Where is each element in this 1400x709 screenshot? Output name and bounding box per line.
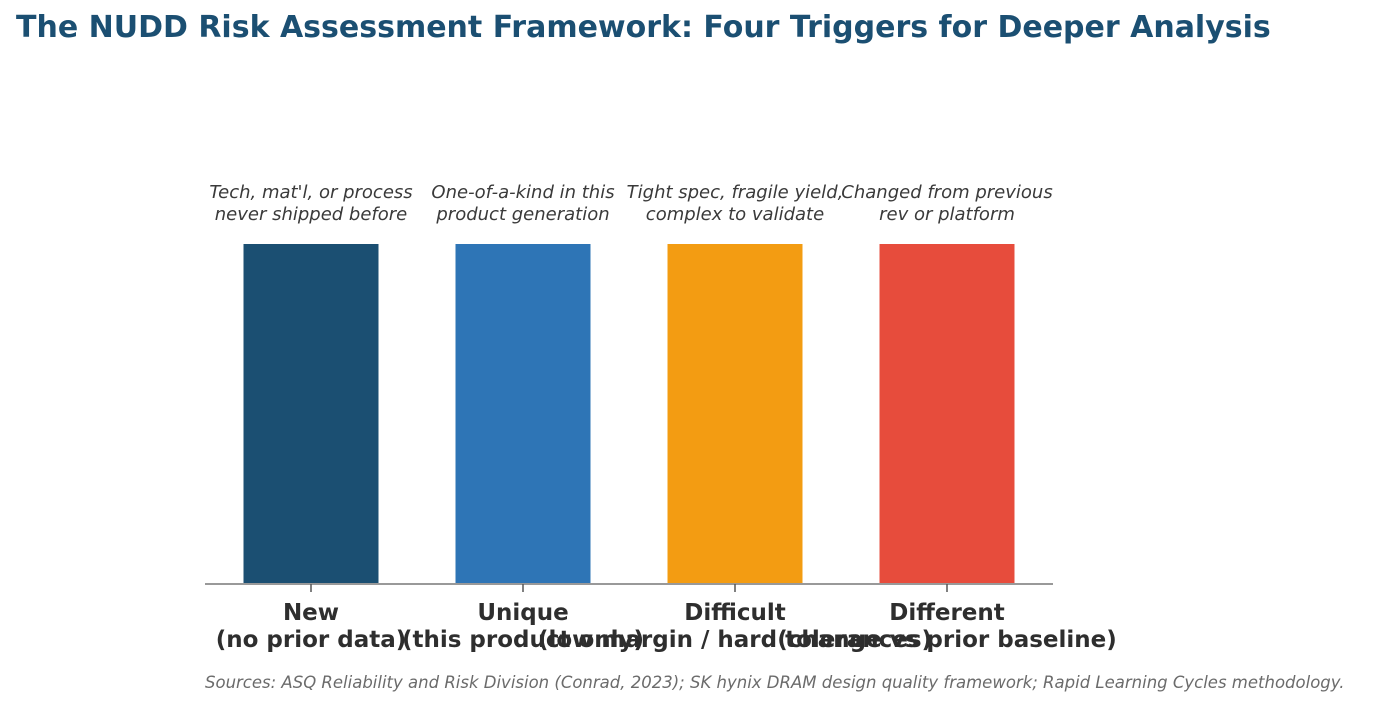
bar-annotation-line: rev or platform: [879, 204, 1015, 225]
chart-title: The NUDD Risk Assessment Framework: Four…: [16, 10, 1271, 45]
x-tick-label: Unique (this product only): [402, 600, 644, 653]
x-tick-label-line: (change vs prior baseline): [777, 627, 1117, 653]
bar-new: [243, 244, 379, 584]
bar-annotations: Tech, mat'l, or process never shipped bef…: [209, 182, 1052, 225]
bar-annotation: Tight spec, fragile yield, complex to val…: [627, 182, 844, 225]
bar-annotation-line: One-of-a-kind in this: [431, 182, 614, 203]
bar-annotation-line: never shipped before: [215, 204, 408, 225]
x-tick-label-line: Different: [889, 600, 1005, 626]
bar-annotation: One-of-a-kind in this product generation: [431, 182, 614, 225]
bar-different: [879, 244, 1015, 584]
x-tick-label-line: (no prior data): [216, 627, 407, 653]
bar-annotation-line: Tech, mat'l, or process: [209, 182, 412, 203]
bar-annotation: Changed from previous rev or platform: [841, 182, 1052, 225]
x-axis: [205, 583, 1053, 592]
x-tick-label: Difficult (low margin / hard tolerances): [538, 600, 932, 653]
bar-annotation: Tech, mat'l, or process never shipped bef…: [209, 182, 412, 225]
x-tick-label: New (no prior data): [216, 600, 407, 653]
bar-annotation-line: complex to validate: [646, 204, 824, 225]
bar-annotation-line: Tight spec, fragile yield,: [627, 182, 844, 203]
x-tick-label-line: (low margin / hard tolerances): [538, 627, 932, 653]
bar-difficult: [667, 244, 803, 584]
x-tick-label-line: (this product only): [402, 627, 644, 653]
x-tick-label-line: Unique: [477, 600, 568, 626]
bars: [243, 244, 1015, 584]
x-tick-label-line: Difficult: [684, 600, 786, 626]
bar-annotation-line: Changed from previous: [841, 182, 1052, 203]
x-tick-label-line: New: [283, 600, 339, 626]
source-note: Sources: ASQ Reliability and Risk Divisi…: [205, 673, 1345, 692]
x-tick-labels: New (no prior data)Unique (this product on…: [216, 600, 1117, 653]
bar-unique: [455, 244, 591, 584]
bar-annotation-line: product generation: [435, 204, 609, 225]
x-tick-label: Different (change vs prior baseline): [777, 600, 1117, 653]
